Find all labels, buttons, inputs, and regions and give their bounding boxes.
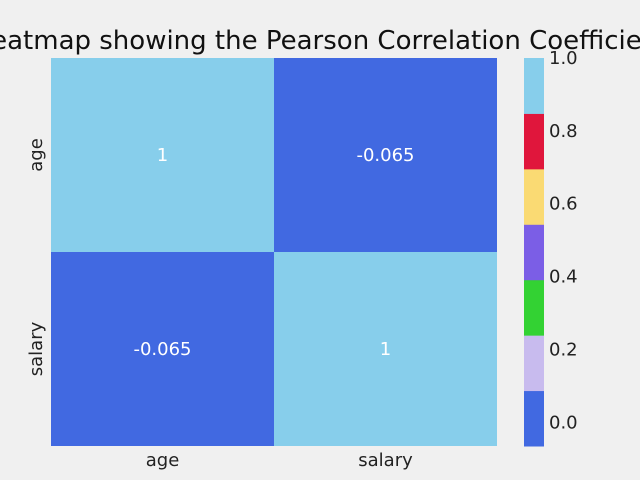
y-tick-label: age — [26, 138, 47, 172]
colorbar-tick-label: 0.6 — [549, 194, 578, 215]
colorbar-segment — [524, 279, 544, 336]
colorbar-tick-label: 0.4 — [549, 267, 578, 288]
cell-value-label: -0.065 — [133, 339, 191, 360]
heatmap-cell — [51, 58, 274, 252]
colorbar — [524, 58, 544, 447]
x-tick-label: salary — [358, 450, 413, 471]
colorbar-tick-label: 0.0 — [549, 412, 578, 433]
heatmap-cell — [274, 58, 497, 252]
cell-value-label: 1 — [157, 145, 168, 166]
heatmap-cells — [51, 58, 497, 446]
colorbar-tick-label: 0.8 — [549, 121, 578, 142]
heatmap-cell — [274, 252, 497, 446]
colorbar-segment — [524, 113, 544, 170]
x-tick-label: age — [146, 450, 180, 471]
colorbar-segment — [524, 224, 544, 281]
y-axis-ticks: age salary — [26, 138, 47, 376]
colorbar-segment — [524, 168, 544, 225]
heatmap-cell — [51, 252, 274, 446]
chart-title: Heatmap showing the Pearson Correlation … — [0, 26, 640, 56]
colorbar-segment — [524, 335, 544, 392]
heatmap-cell-labels: 1 -0.065 -0.065 1 — [133, 145, 414, 360]
colorbar-tick-label: 1.0 — [549, 48, 578, 69]
colorbar-segment — [524, 390, 544, 447]
colorbar-ticks: 0.0 0.2 0.4 0.6 0.8 1.0 — [549, 48, 578, 433]
x-axis-ticks: age salary — [146, 450, 413, 471]
y-tick-label: salary — [26, 321, 47, 376]
cell-value-label: -0.065 — [356, 145, 414, 166]
cell-value-label: 1 — [380, 339, 391, 360]
colorbar-tick-label: 0.2 — [549, 339, 578, 360]
colorbar-segment — [524, 58, 544, 114]
